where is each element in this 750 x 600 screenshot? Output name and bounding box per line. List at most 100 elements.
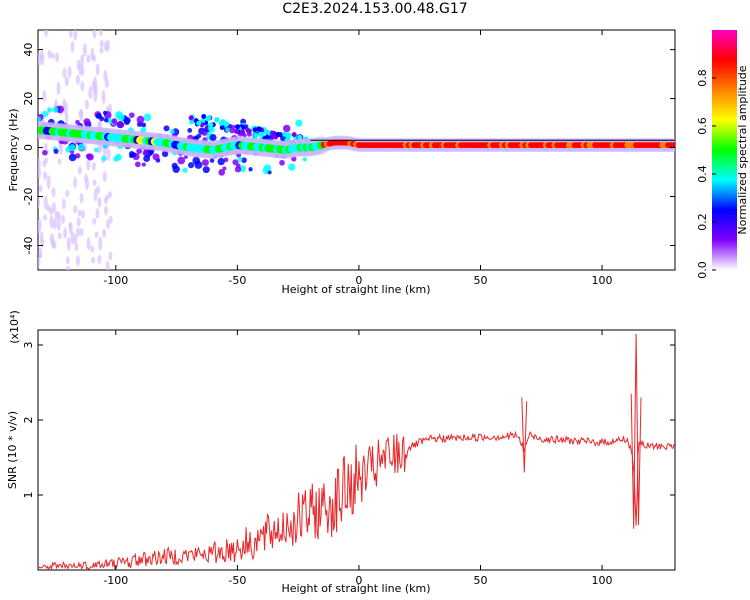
spectrogram-blob [143,155,151,163]
spectrogram-noise-blob [50,52,55,60]
spectrogram-blob [218,168,226,176]
spectrogram-blob [282,131,288,137]
spectrogram-noise-blob [108,215,113,224]
spectrogram-noise-blob [65,189,70,197]
spectrogram-blob [302,157,307,162]
spectrogram-blob [234,128,240,134]
spectrogram-noise-blob [106,148,111,161]
spectrogram-noise-blob [38,52,41,66]
spectrogram-noise-blob [68,30,73,38]
spectrogram-noise-blob [80,54,85,66]
spectrogram-blob [248,167,253,172]
spectrogram-blob [234,166,242,173]
x-tick-label: 0 [355,274,362,287]
spectrogram-blob [113,156,119,162]
spectrogram-noise-blob [85,177,90,191]
spectrogram-noise-blob [108,251,113,261]
spectrogram-noise-blob [92,30,97,39]
spectrogram-blob [93,147,99,153]
snr-spike [521,397,528,473]
spectrogram-noise-blob [64,76,69,87]
spectrogram-blob [182,167,188,173]
spectrogram-noise-blob [79,227,84,237]
spectrogram-blob [68,153,77,162]
spectrogram-blob [291,132,297,138]
colorbar-tick-label: 0.8 [696,69,709,87]
spectrogram-blob [38,116,42,122]
spectrogram-noise-blob [90,257,95,264]
y-tick-label: 2 [22,417,35,424]
spectrogram-noise-blob [105,260,110,270]
spectrogram-blob [208,126,215,133]
spectrogram-noise-blob [86,159,91,171]
spectrogram-blob [253,132,259,138]
spectrogram-blob [282,124,291,133]
spectrogram-noise-blob [43,214,48,221]
snr-panel: -100 -50 0 50 100 1 2 3 Height of straight line… [6,310,676,595]
spectrogram-noise-blob [75,255,80,267]
spectrogram-noise-blob [61,198,66,210]
spectrogram-blob [217,157,225,166]
spectrogram-noise-blob [104,78,109,89]
spectrogram-blob [172,165,180,173]
spectrogram-noise-blob [40,238,45,248]
spectrogram-noise-blob [76,227,81,238]
spectrogram-noise-blob [60,214,65,225]
spectrogram-noise-blob [107,191,112,199]
spectrogram-blob [52,106,59,113]
spectrogram-noise-blob [93,89,98,103]
spectrogram-noise-blob [70,231,75,245]
spectrogram-noise-blob [99,39,104,48]
colorbar: 0.0 0.2 0.4 0.6 0.8 Normalized spectral ampl… [696,30,749,279]
x-tick-label: 100 [592,574,613,587]
snr-ticks: -100 -50 0 50 100 1 2 3 [22,330,675,587]
spectrogram-noise-blob [92,54,97,62]
spectrogram-noise-blob [82,43,87,57]
spectrogram-noise-blob [38,157,41,171]
colorbar-tick-label: 0.6 [696,117,709,135]
spectrogram-noise-blob [91,161,96,171]
spectrogram-blob [196,133,202,139]
spectrogram-blob [201,114,207,120]
spectrogram-blob [141,122,147,128]
spectrogram-noise-blob [62,67,67,79]
spectrogram-noise-blob [46,175,51,190]
spectrogram-noise-blob [65,256,70,265]
spectrogram-noise-blob [73,176,78,189]
y-tick-label: -40 [22,237,35,255]
spectrogram-blob [130,152,137,158]
spectrogram-blob [102,110,108,115]
spectrogram-ticks: -100 -50 0 50 100 -40 -20 0 20 40 [22,30,675,287]
spectrogram-noise-blob [99,47,104,54]
spectrogram-noise-blob [79,108,84,121]
spectrogram-blob [83,118,91,126]
colorbar-tick-label: 0.4 [696,165,709,183]
spectrogram-blob [201,159,209,167]
spectrogram-blob [288,163,296,171]
x-tick-label: 50 [473,274,487,287]
spectrogram-noise-blob [98,30,103,37]
spectrogram-noise-blob [63,227,68,239]
spectrogram-blob [177,156,186,165]
spectrogram-noise-blob [64,112,69,125]
spectrogram-noise-blob [103,205,108,216]
spectrogram-noise-blob [49,233,54,245]
spectrogram-noise-blob [93,76,98,90]
spectrogram-blob [169,129,175,135]
spectrogram-blob [234,124,240,130]
spectrogram-noise-blob [73,30,78,41]
spectrogram-noise-blob [59,140,64,155]
spectrogram-blob [101,156,107,162]
spectrogram-noise-blob [44,157,49,164]
spectrogram-blob [240,118,247,125]
spectrogram-noise-blob [86,237,91,250]
spectrogram-noise-blob [52,201,57,214]
colorbar-tick-label: 0.0 [696,261,709,279]
spectrogram-noise-blob [105,219,110,229]
y-tick-label: 3 [22,342,35,349]
spectrogram-blob [136,115,145,124]
snr-multiplier-label: (x10⁴) [8,310,21,344]
spectrogram-blob [242,133,247,138]
spectrogram-blob [111,118,118,124]
